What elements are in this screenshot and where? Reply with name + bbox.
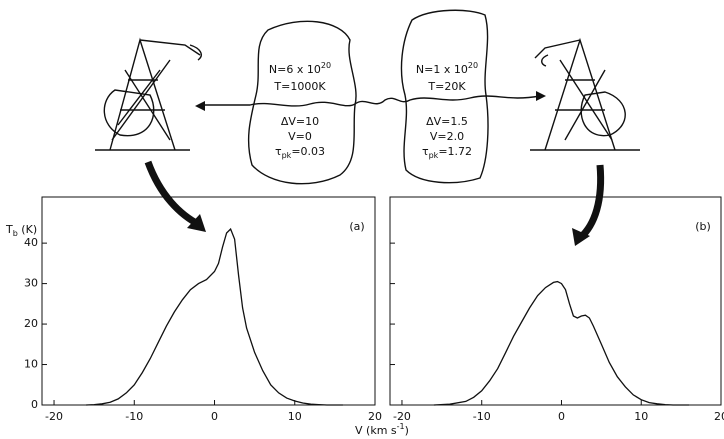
panel-label: (b) bbox=[695, 220, 711, 233]
x-tick-label: -10 bbox=[473, 410, 491, 423]
label-sup: -1 bbox=[397, 422, 405, 431]
line bbox=[86, 227, 343, 406]
y-tick-label: 30 bbox=[24, 277, 38, 290]
plot-frame bbox=[41, 196, 376, 406]
arrowhead bbox=[536, 91, 546, 101]
cloud-label: V=0 bbox=[288, 130, 312, 143]
cloud-label: τpk=1.72 bbox=[422, 145, 472, 160]
label-text: N=6 x 10 bbox=[269, 63, 321, 76]
arrowhead bbox=[572, 228, 590, 246]
x-tick-label: 20 bbox=[714, 410, 724, 423]
y-axis-title: Tb (K) bbox=[5, 223, 37, 238]
label-sup: 20 bbox=[321, 61, 331, 70]
panel-label: (a) bbox=[349, 220, 364, 233]
label-sup: 20 bbox=[468, 61, 478, 70]
cloud-label: V=2.0 bbox=[430, 130, 464, 143]
cloud-label: N=6 x 1020 bbox=[269, 61, 331, 77]
plot-frame bbox=[389, 196, 722, 406]
label-text: N=1 x 10 bbox=[416, 63, 468, 76]
sightline bbox=[200, 95, 541, 107]
y-tick-label: 0 bbox=[31, 398, 38, 411]
x-tick-label: 0 bbox=[211, 410, 218, 423]
label-text: =1.72 bbox=[438, 145, 472, 158]
x-axis-title: V (km s-1) bbox=[355, 422, 409, 438]
label-text: V (km s bbox=[355, 424, 397, 437]
telescope bbox=[530, 37, 640, 151]
cloud-label: τpk=0.03 bbox=[275, 145, 325, 160]
label-text: =0.03 bbox=[291, 145, 325, 158]
arrow bbox=[144, 160, 202, 229]
arrowhead bbox=[195, 101, 205, 111]
cloud-label: ΔV=10 bbox=[281, 115, 319, 128]
cloud-label: ΔV=1.5 bbox=[426, 115, 468, 128]
label-text: τ bbox=[275, 145, 282, 158]
label-sub: pk bbox=[429, 151, 439, 160]
telescope bbox=[95, 37, 202, 151]
cloud-label: N=1 x 1020 bbox=[416, 61, 478, 77]
x-tick-label: 10 bbox=[634, 410, 648, 423]
label-text: T bbox=[5, 223, 13, 236]
label-text: ) bbox=[405, 424, 409, 437]
x-tick-label: -20 bbox=[393, 410, 411, 423]
y-tick-label: 20 bbox=[24, 317, 38, 330]
label-sub: b bbox=[13, 229, 18, 238]
arrow bbox=[577, 164, 605, 241]
x-tick-label: 20 bbox=[368, 410, 382, 423]
cloud-label: T=1000K bbox=[273, 80, 326, 93]
cloud-label: T=20K bbox=[427, 80, 466, 93]
y-tick-label: 40 bbox=[24, 236, 38, 249]
x-tick-label: -20 bbox=[45, 410, 63, 423]
label-sub: pk bbox=[282, 151, 292, 160]
x-tick-label: -10 bbox=[125, 410, 143, 423]
line bbox=[433, 280, 690, 406]
arrowhead bbox=[187, 214, 206, 232]
x-tick-label: 10 bbox=[288, 410, 302, 423]
x-tick-label: 0 bbox=[558, 410, 565, 423]
y-tick-label: 10 bbox=[24, 358, 38, 371]
label-text: (K) bbox=[18, 223, 37, 236]
cloud-outline bbox=[400, 9, 489, 184]
label-text: τ bbox=[422, 145, 429, 158]
cloud-outline bbox=[247, 20, 357, 185]
